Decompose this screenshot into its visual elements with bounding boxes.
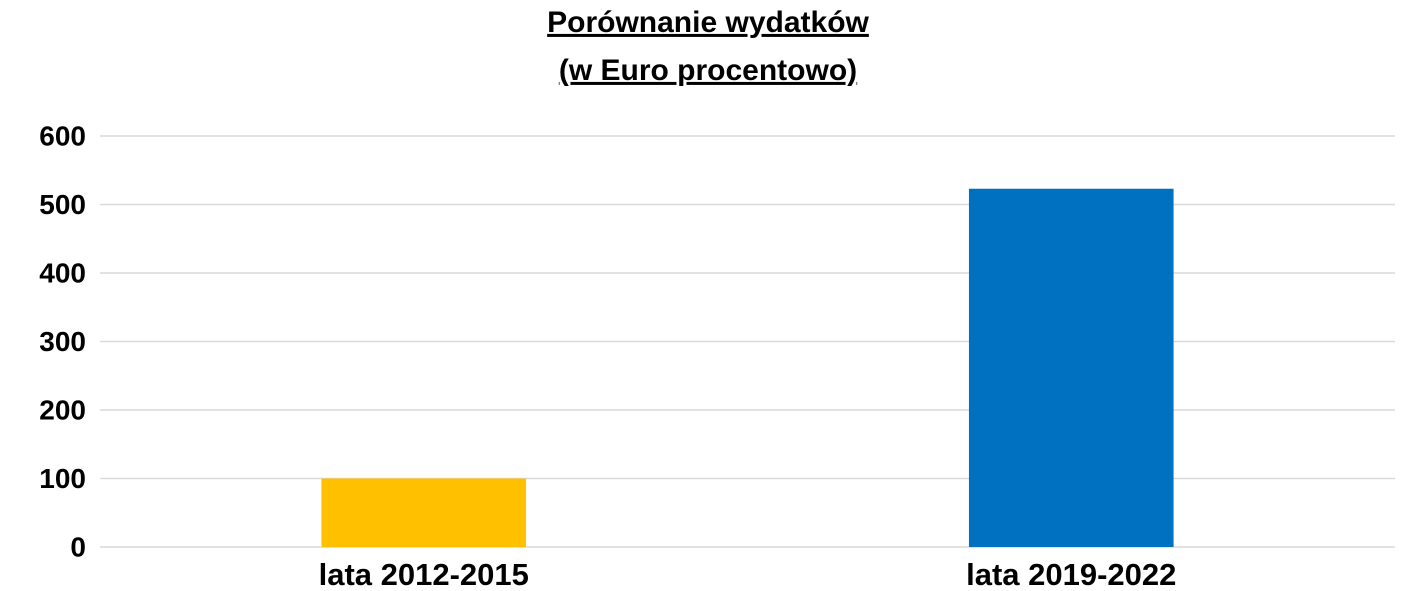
- bar: [321, 478, 527, 547]
- y-tick-label: 500: [39, 189, 86, 220]
- chart-title: (w Euro procentowo): [559, 54, 857, 87]
- y-tick-label: 0: [70, 531, 86, 562]
- y-tick-label: 600: [39, 120, 86, 151]
- y-tick-label: 100: [39, 463, 86, 494]
- bar: [968, 188, 1174, 547]
- y-tick-label: 400: [39, 257, 86, 288]
- x-tick-label: lata 2019-2022: [966, 557, 1176, 591]
- y-tick-label: 300: [39, 326, 86, 357]
- y-tick-label: 200: [39, 394, 86, 425]
- chart-title: Porównanie wydatków: [547, 6, 869, 39]
- x-tick-label: lata 2012-2015: [319, 557, 529, 591]
